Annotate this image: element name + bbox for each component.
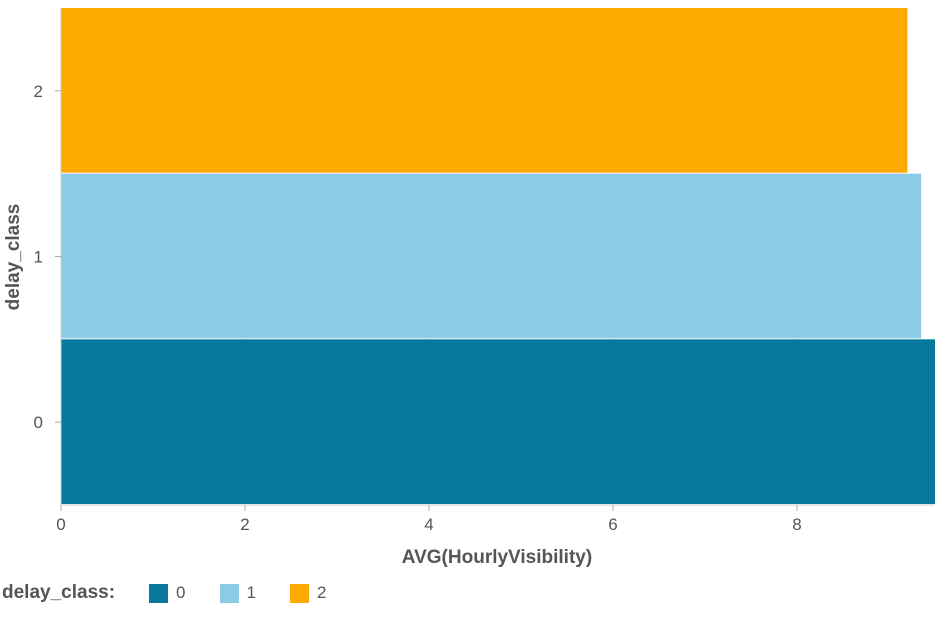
legend-label: 1	[246, 583, 256, 602]
bar-2	[61, 8, 908, 173]
legend-item-0: 0	[149, 583, 186, 603]
x-tick-label: 8	[792, 515, 801, 534]
legend: delay_class: 0 1 2	[2, 580, 360, 606]
bars	[61, 8, 935, 504]
legend-swatch	[289, 583, 309, 603]
x-tick-label: 2	[240, 515, 249, 534]
y-axis-title: delay_class	[3, 204, 24, 311]
x-axis: 0 2 4 6 8	[56, 504, 935, 534]
legend-item-1: 1	[219, 583, 256, 603]
x-tick-label: 4	[424, 515, 433, 534]
y-axis: 0 1 2	[34, 8, 62, 505]
legend-swatch	[219, 583, 239, 603]
bar-1	[61, 173, 922, 339]
y-tick-label: 2	[34, 82, 43, 101]
legend-label: 2	[316, 583, 327, 602]
x-tick-label: 6	[608, 515, 617, 534]
bar-0	[61, 339, 935, 504]
legend-swatch	[149, 583, 169, 603]
legend-title: delay_class:	[2, 582, 116, 603]
x-axis-title: AVG(HourlyVisibility)	[402, 547, 592, 568]
legend-item-2: 2	[289, 583, 327, 603]
legend-label: 0	[176, 583, 186, 602]
y-tick-label: 0	[34, 413, 43, 432]
x-tick-label: 0	[56, 515, 65, 534]
y-tick-label: 1	[34, 248, 43, 267]
